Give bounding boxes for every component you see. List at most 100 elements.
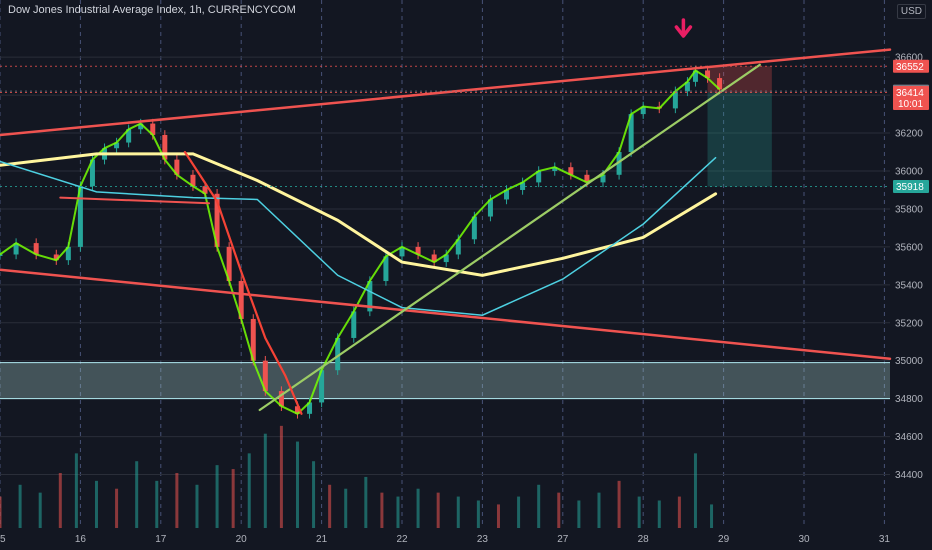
candle-body xyxy=(226,246,232,282)
candle-body xyxy=(114,142,120,149)
x-tick-label: 27 xyxy=(557,534,569,545)
candle-body xyxy=(174,159,180,175)
candle-body xyxy=(536,171,542,183)
volume-bar xyxy=(295,441,299,528)
candle-body xyxy=(262,360,268,392)
volume-bar xyxy=(456,496,460,528)
price-trend-line xyxy=(0,69,721,415)
volume-bar xyxy=(18,484,22,528)
y-tick-label: 36000 xyxy=(895,167,923,178)
candle-body xyxy=(455,239,461,255)
currency-badge[interactable]: USD xyxy=(896,4,926,19)
candle-body xyxy=(684,81,690,92)
candle-body xyxy=(443,254,449,263)
candle-body xyxy=(640,106,646,115)
volume-bar xyxy=(155,480,159,528)
volume-bar xyxy=(263,433,267,528)
volume-bar xyxy=(557,492,561,528)
series-line-1 xyxy=(0,156,717,316)
x-tick-label: 17 xyxy=(155,534,167,545)
volume-bar xyxy=(175,473,179,528)
candle-body xyxy=(126,129,132,143)
candle-body xyxy=(616,152,622,175)
y-tick-label: 35200 xyxy=(895,318,923,329)
support-zone xyxy=(0,362,890,399)
volume-bar xyxy=(496,504,500,528)
price-label: 36414 xyxy=(896,88,924,99)
candle-body xyxy=(294,406,300,414)
volume-bar xyxy=(279,425,283,528)
candle-body xyxy=(162,134,168,160)
candle-body xyxy=(307,402,313,414)
x-tick-label: 22 xyxy=(396,534,408,545)
candle-body xyxy=(250,318,256,361)
candle-body xyxy=(335,337,341,371)
candle-body xyxy=(600,174,606,183)
x-tick-label: 28 xyxy=(638,534,650,545)
volume-bar xyxy=(94,480,98,528)
candle-body xyxy=(399,246,405,257)
volume-bar xyxy=(0,496,2,528)
volume-bar xyxy=(215,465,219,528)
candle-body xyxy=(214,193,220,247)
candle-body xyxy=(150,123,156,135)
volume-bar xyxy=(380,492,384,528)
volume-bar xyxy=(677,496,681,528)
candle-body xyxy=(202,186,208,194)
y-tick-label: 34600 xyxy=(895,432,923,443)
candle-body xyxy=(415,246,421,255)
volume-bar xyxy=(416,488,420,528)
candle-body xyxy=(278,391,284,407)
candle-body xyxy=(471,216,477,240)
arrow-down-icon xyxy=(674,18,693,38)
price-label-time: 10:01 xyxy=(898,99,923,110)
candle-body xyxy=(367,281,373,312)
y-tick-label: 35400 xyxy=(895,280,923,291)
x-tick-label: 20 xyxy=(236,534,248,545)
y-tick-label: 35800 xyxy=(895,204,923,215)
candle-body xyxy=(383,256,389,282)
candle-body xyxy=(628,114,634,153)
candle-body xyxy=(77,186,83,247)
volume-bar xyxy=(436,492,440,528)
candle-body xyxy=(0,254,3,256)
volume-bar xyxy=(312,461,316,528)
chart-title: Dow Jones Industrial Average Index, 1h, … xyxy=(8,4,296,16)
volume-bar xyxy=(617,480,621,528)
candle-body xyxy=(431,254,437,263)
candle-body xyxy=(504,189,510,200)
volume-bar xyxy=(344,488,348,528)
volume-bar xyxy=(693,453,697,528)
y-tick-label: 35000 xyxy=(895,356,923,367)
y-tick-label: 36200 xyxy=(895,129,923,140)
x-tick-label: 16 xyxy=(75,534,87,545)
volume-bar xyxy=(577,500,581,528)
series-line-6 xyxy=(183,150,303,415)
price-label-box xyxy=(893,180,929,194)
candle-body xyxy=(672,91,678,109)
x-tick-label: 21 xyxy=(316,534,328,545)
volume-bar xyxy=(231,469,235,528)
x-tick-label: 30 xyxy=(798,534,810,545)
candle-body xyxy=(89,159,95,187)
candle-body xyxy=(705,70,711,79)
candle-body xyxy=(351,311,357,338)
volume-bar xyxy=(58,473,62,528)
volume-bar xyxy=(597,492,601,528)
volume-bar xyxy=(247,453,251,528)
y-tick-label: 34400 xyxy=(895,470,923,481)
y-tick-label: 36600 xyxy=(895,53,923,64)
volume-bar xyxy=(195,484,199,528)
x-tick-label: 23 xyxy=(477,534,489,545)
volume-bar xyxy=(517,496,521,528)
series-line-3 xyxy=(0,268,892,361)
volume-bar xyxy=(328,484,332,528)
volume-bar xyxy=(74,453,78,528)
candle-body xyxy=(568,167,574,175)
candle-body xyxy=(33,243,39,255)
price-label-box xyxy=(893,85,929,110)
candle-body xyxy=(53,254,59,261)
candle-body xyxy=(138,123,144,130)
volume-bar xyxy=(396,496,400,528)
